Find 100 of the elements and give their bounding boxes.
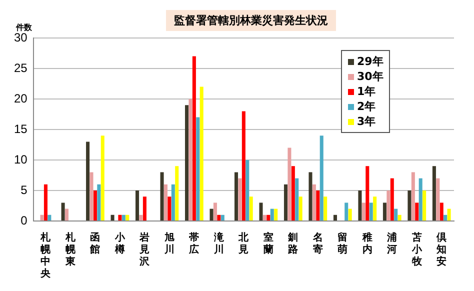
bar [312,184,316,220]
x-tick-label: 北見 [238,232,250,256]
legend-label: 2年 [357,99,376,114]
bar [411,172,415,220]
bar [291,166,295,220]
bar [333,214,337,220]
bar [373,196,377,220]
bar [110,214,114,220]
bar [44,184,48,220]
bar [447,208,451,220]
bar [324,196,328,220]
legend-label: 29年 [357,54,384,69]
bar [390,178,394,220]
bar [93,190,97,220]
bar [220,214,224,220]
bar [118,214,122,220]
bar [308,172,312,220]
y-tick-label: 20 [14,91,28,106]
bar [440,202,444,220]
x-tick-label: 小樽 [114,232,126,256]
bar [249,196,253,220]
bar [398,214,402,220]
bar [358,190,362,220]
bar [246,160,250,220]
bar [432,166,436,220]
bar [382,202,386,220]
x-tick-label: 札幌中央 [40,232,52,280]
x-tick-label: 釧路 [287,232,298,256]
x-tick-label: 帯広 [188,232,200,256]
y-tick-label: 30 [14,30,28,44]
bar [86,142,90,220]
bar [168,196,172,220]
bar [164,184,168,220]
bar [316,190,320,220]
bar [262,214,266,220]
bar [217,214,221,220]
bar [386,190,390,220]
bar [366,166,370,220]
y-tick-label: 10 [14,152,28,166]
bar [422,190,426,220]
bar [213,202,217,220]
bar [126,214,130,220]
bar [295,178,299,220]
bar [196,117,200,220]
bar [171,184,175,220]
bar [139,214,143,220]
bar [270,208,274,220]
bar [444,214,448,220]
bar [259,202,263,220]
y-tick-label: 0 [20,213,28,228]
bar [122,214,126,220]
x-tick-label: 倶知安 [436,232,447,268]
bar [61,202,65,220]
y-tick-label: 5 [20,182,28,197]
x-tick-label: 旭川 [163,232,174,256]
bar [40,214,44,220]
bar [210,208,214,220]
bar [142,196,146,220]
bar [274,208,278,220]
bar [348,208,352,220]
bar [394,208,398,220]
bar [100,136,104,220]
bar [266,214,270,220]
bar [48,214,52,220]
bar [344,202,348,220]
bar [288,148,292,220]
x-tick-label: 札幌東 [64,232,76,268]
bar [320,136,324,220]
legend-label: 1年 [357,84,376,99]
x-tick-label: 函館 [89,232,100,256]
bar [436,178,440,220]
bar [97,184,101,220]
x-tick-label: 室蘭 [262,232,274,256]
bar [408,190,412,220]
legend-label: 30年 [357,69,384,84]
x-tick-label: 苫小牧 [410,232,423,268]
bar [188,99,192,220]
x-tick-label: 留萌 [336,232,348,256]
y-axis-title: 件数 [16,22,32,33]
bar [136,190,140,220]
chart-title: 監督署管轄別林業災害発生状況 [166,10,336,31]
bar [160,172,164,220]
legend-label: 3年 [357,114,376,129]
bar [298,196,302,220]
x-tick-label: 浦河 [386,232,398,256]
bar [90,172,94,220]
bar [234,172,238,220]
bar [175,166,179,220]
x-tick-label: 滝川 [212,232,225,256]
bar [192,56,196,220]
x-tick-label: 稚内 [361,232,372,256]
y-tick-label: 25 [14,60,28,75]
bar [369,202,373,220]
bar [64,208,69,220]
x-tick-label: 名寄 [312,232,323,256]
bar [200,86,204,220]
bar [418,178,422,220]
bar [242,111,246,220]
bar [238,178,242,220]
bar [362,202,366,220]
